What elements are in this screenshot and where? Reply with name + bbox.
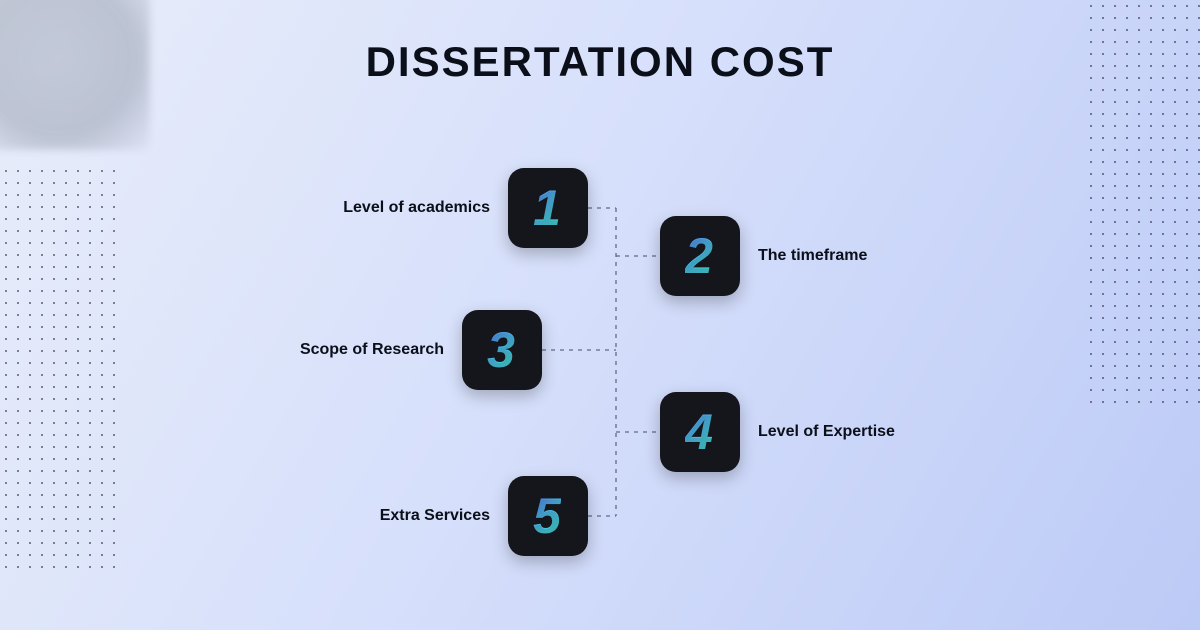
- factor-label: The timeframe: [758, 247, 867, 265]
- factor-label: Extra Services: [380, 507, 490, 525]
- factor-label: Level of academics: [343, 199, 490, 217]
- diagram-canvas: 1 Level of academics 2 The timeframe 3 Scope …: [0, 0, 1200, 630]
- factor-number: 4: [685, 403, 713, 461]
- factor-label: Scope of Research: [300, 341, 444, 359]
- factor-number: 5: [533, 487, 561, 545]
- factor-number: 2: [685, 227, 713, 285]
- factor-number: 1: [533, 179, 561, 237]
- factor-number: 3: [487, 321, 515, 379]
- factor-node-2: 2: [660, 216, 740, 296]
- factor-node-5: 5: [508, 476, 588, 556]
- factor-node-1: 1: [508, 168, 588, 248]
- factor-label: Level of Expertise: [758, 423, 895, 441]
- factor-node-3: 3: [462, 310, 542, 390]
- factor-node-4: 4: [660, 392, 740, 472]
- connector-lines: [0, 0, 1200, 630]
